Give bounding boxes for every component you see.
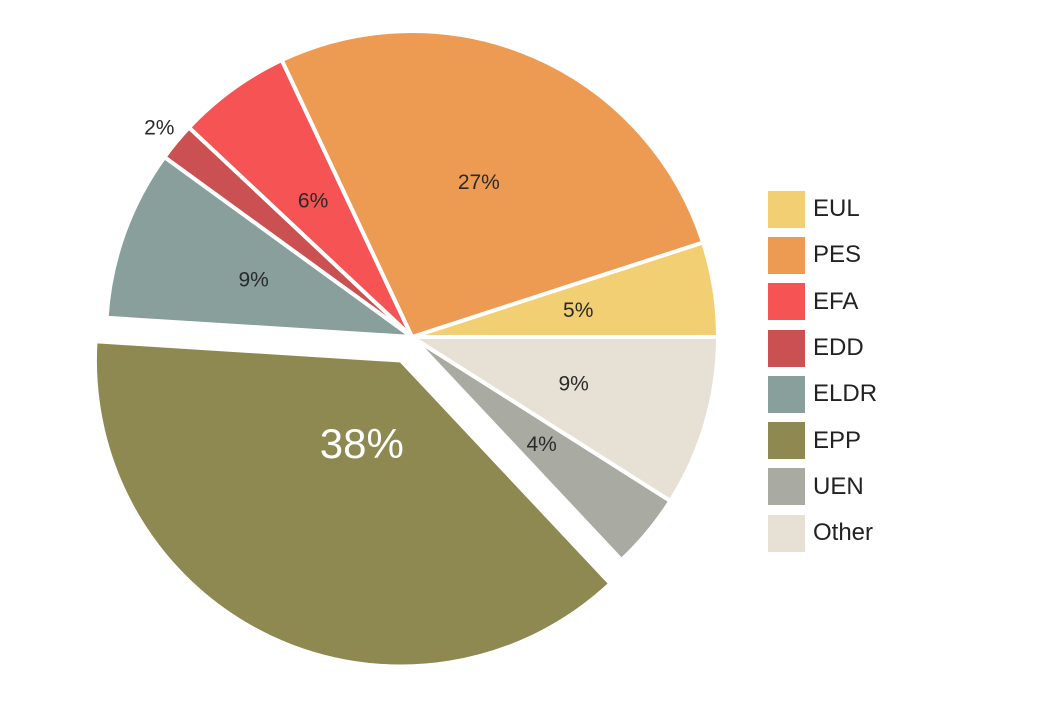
data-label-epp: 38% bbox=[320, 420, 404, 467]
legend-label: Other bbox=[813, 519, 874, 547]
data-label-eul: 5% bbox=[563, 299, 593, 322]
data-label-pes: 27% bbox=[458, 171, 500, 194]
legend-swatch bbox=[768, 422, 805, 460]
legend-label: EUL bbox=[813, 195, 860, 223]
legend-item-uen: UEN bbox=[768, 464, 877, 510]
pie-slice-other bbox=[410, 335, 720, 503]
data-label-efa: 6% bbox=[298, 189, 328, 212]
legend-item-edd: EDD bbox=[768, 325, 877, 371]
legend-swatch bbox=[768, 236, 805, 274]
legend-swatch bbox=[768, 375, 805, 413]
legend-label: EFA bbox=[813, 287, 859, 315]
legend-item-pes: PES bbox=[768, 232, 877, 278]
pie-slice-pes bbox=[279, 29, 706, 339]
legend-swatch bbox=[768, 514, 805, 552]
legend: EUL PES EFA EDD ELDR EPP UEN Other bbox=[768, 186, 877, 556]
data-label-edd: 2% bbox=[144, 116, 174, 139]
legend-swatch bbox=[768, 190, 805, 228]
legend-label: UEN bbox=[813, 472, 864, 500]
pie-slice-eldr bbox=[104, 155, 414, 339]
data-label-uen: 4% bbox=[526, 433, 556, 456]
data-label-other: 9% bbox=[558, 372, 588, 395]
legend-label: EPP bbox=[813, 426, 862, 454]
legend-item-efa: EFA bbox=[768, 279, 877, 325]
legend-label: ELDR bbox=[813, 380, 878, 408]
legend-label: EDD bbox=[813, 334, 864, 362]
legend-item-epp: EPP bbox=[768, 417, 877, 463]
legend-swatch bbox=[768, 468, 805, 506]
legend-label: PES bbox=[813, 241, 862, 269]
legend-swatch bbox=[768, 329, 805, 367]
legend-swatch bbox=[768, 283, 805, 321]
pie-slice-epp bbox=[92, 339, 613, 669]
legend-item-other: Other bbox=[768, 510, 877, 556]
data-label-eldr: 9% bbox=[238, 268, 268, 291]
legend-item-eul: EUL bbox=[768, 186, 877, 232]
legend-item-eldr: ELDR bbox=[768, 371, 877, 417]
